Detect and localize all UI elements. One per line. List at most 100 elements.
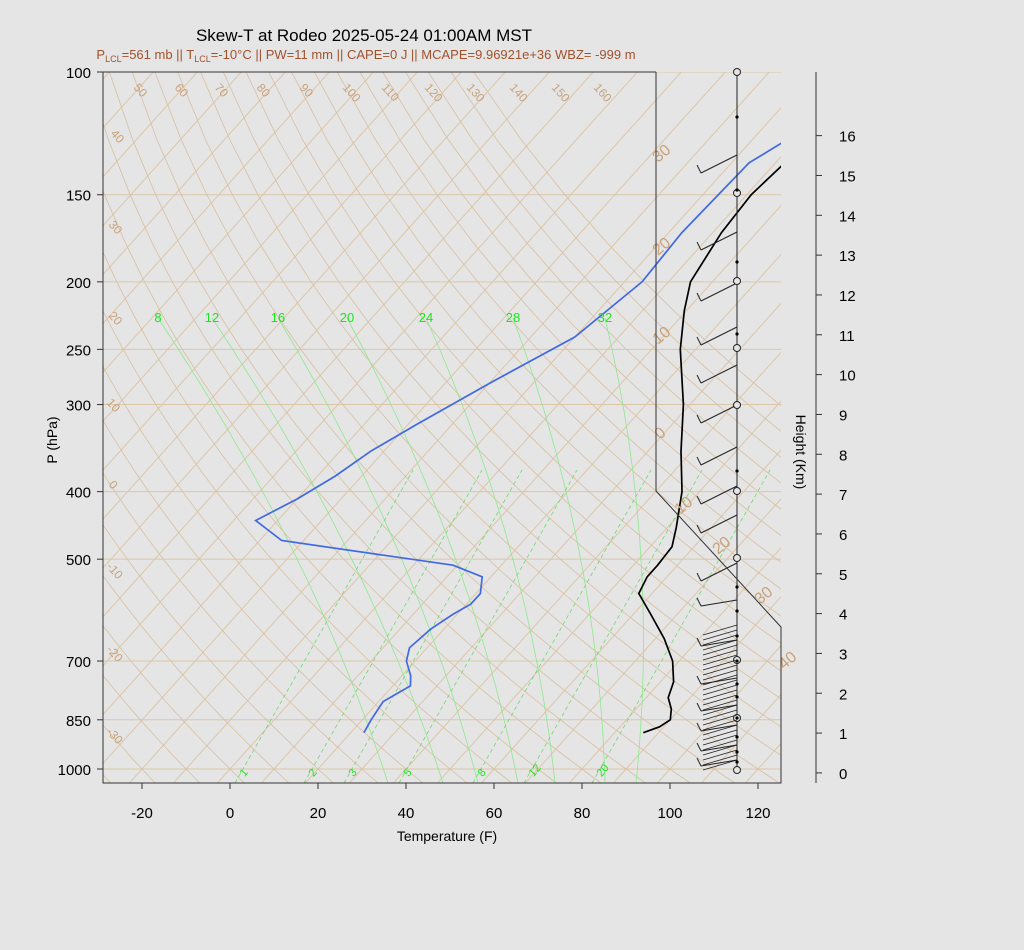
- wind-barb: [700, 639, 738, 647]
- wind-barb: [700, 326, 738, 346]
- wind-barb-low: [702, 729, 738, 741]
- moist-adiabat-label: 32: [598, 310, 612, 325]
- y-tick-label: 250: [66, 342, 91, 359]
- isotherm-line: [877, 72, 1024, 784]
- wind-barb: [700, 724, 738, 732]
- isotherm-line: [833, 72, 1024, 784]
- wind-barb-low: [702, 629, 738, 641]
- isotherm-line: [480, 449, 781, 783]
- isotherm-line: [103, 72, 286, 276]
- isotherm-line: [0, 72, 21, 784]
- wind-barb-low: [702, 684, 738, 696]
- y-tick-label: 100: [66, 65, 91, 82]
- isotherm-line: [103, 72, 374, 374]
- wind-barb-flag: [696, 702, 702, 712]
- wind-barb-low: [702, 639, 738, 651]
- wind-barb-flag: [696, 336, 702, 346]
- dry-adiabat: [336, 72, 781, 563]
- isotherm-line: [436, 400, 781, 783]
- wind-barb-low: [702, 714, 738, 726]
- moist-adiabat: [512, 317, 606, 783]
- wind-barb-low: [702, 734, 738, 746]
- dry-adiabat: [103, 309, 513, 783]
- wind-barb-low: [702, 699, 738, 711]
- wind-barb-flag: [696, 757, 702, 767]
- barb-calm-circle: [733, 277, 741, 285]
- barb-calm-circle: [733, 401, 741, 409]
- isotherm-line: [965, 72, 1024, 784]
- height-tick-label: 4: [839, 607, 847, 624]
- dry-adiabat: [245, 72, 781, 672]
- isotherm-line: [103, 72, 330, 325]
- wind-barb-flag: [696, 722, 702, 732]
- plot-frame: [102, 71, 782, 784]
- y-tick-label: 700: [66, 654, 91, 671]
- height-tick-label: 8: [839, 447, 847, 464]
- dry-adiabat: [103, 365, 468, 783]
- isotherm-line: [348, 302, 781, 783]
- dry-adiabat: [314, 72, 781, 590]
- height-axis-label: Height (Km): [793, 415, 809, 490]
- wind-barb: [700, 759, 738, 767]
- isotherm-line: [103, 72, 682, 716]
- wind-barb-flag: [696, 495, 702, 505]
- wind-barb-low: [702, 674, 738, 686]
- chart-subtitle: PLCL=561 mb || TLCL=-10°C || PW=11 mm ||…: [96, 47, 635, 64]
- wind-barb-low: [702, 739, 738, 751]
- dry-adiabat: [103, 625, 245, 783]
- wind-barb: [700, 514, 738, 534]
- isotherm-line: [103, 72, 242, 227]
- wind-barb-flag: [696, 637, 702, 647]
- dry-adiabat: [109, 72, 691, 783]
- dry-adiabat: [405, 72, 781, 484]
- wind-barb-flag: [696, 164, 702, 174]
- wind-barb-low: [702, 659, 738, 671]
- wind-barb-flag: [696, 456, 702, 466]
- wind-barb-low: [702, 669, 738, 681]
- isotherm-line: [744, 742, 781, 783]
- height-tick-label: 0: [839, 766, 847, 783]
- y-tick-label: 850: [66, 713, 91, 730]
- barb-dot: [735, 115, 739, 119]
- wind-barb-low: [702, 634, 738, 646]
- barb-dot: [735, 682, 739, 686]
- wind-barb-low: [702, 724, 738, 736]
- height-tick-label: 16: [839, 129, 856, 146]
- height-tick-label: 9: [839, 407, 847, 424]
- y-tick-label: 500: [66, 552, 91, 569]
- dry-adiabat: [450, 72, 781, 432]
- height-tick-label: 14: [839, 208, 856, 225]
- dry-adiabat: [291, 72, 781, 617]
- dry-adiabat: [103, 575, 290, 783]
- wind-barb-low: [702, 749, 738, 761]
- dry-adiabat: [131, 72, 736, 783]
- wind-barb: [700, 562, 738, 582]
- wind-barb-low: [702, 754, 738, 766]
- y-tick-label: 150: [66, 188, 91, 205]
- isotherm-line: [921, 72, 1024, 784]
- dry-adiabat: [103, 189, 602, 783]
- wind-barb: [700, 282, 738, 302]
- isotherm-line: [1009, 72, 1024, 784]
- barb-dot: [735, 735, 739, 739]
- isotherm-line: [103, 72, 594, 618]
- barb-dot: [735, 469, 739, 473]
- barb-dot: [735, 750, 739, 754]
- moist-adiabat: [604, 317, 644, 783]
- wind-barb-low: [702, 649, 738, 661]
- wind-barb-low: [702, 679, 738, 691]
- chart-title: Skew-T at Rodeo 2025-05-24 01:00AM MST: [196, 26, 532, 45]
- barb-dot: [735, 188, 739, 192]
- isotherm-line: [103, 72, 550, 569]
- height-tick-label: 11: [839, 328, 855, 345]
- dry-adiabat: [200, 72, 781, 728]
- x-tick-label: 20: [310, 805, 327, 822]
- dry-adiabat: [427, 72, 781, 458]
- barb-calm-circle: [733, 554, 741, 562]
- moist-adiabat-label: 24: [419, 310, 433, 325]
- dry-adiabat: [103, 419, 424, 783]
- barb-calm-circle: [733, 68, 741, 76]
- isotherm-line: [103, 72, 506, 520]
- moist-adiabat: [157, 317, 389, 783]
- x-tick-label: 100: [657, 805, 682, 822]
